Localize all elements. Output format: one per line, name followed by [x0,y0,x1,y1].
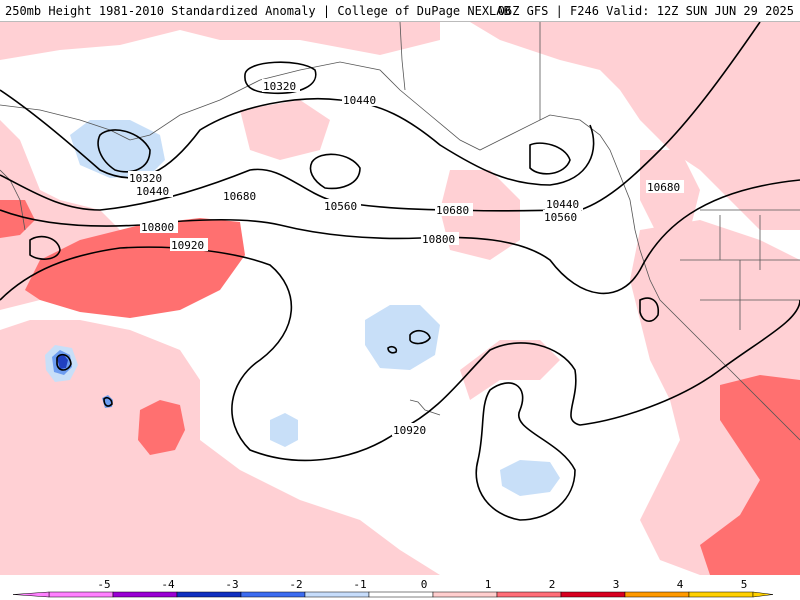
colorbar-segment [176,591,242,598]
colorbar-tick-label: 1 [485,578,492,591]
colorbar-tick-label: 0 [421,578,428,591]
contour-label-10560: 10560 [324,200,357,213]
contour-label-10920: 10920 [393,424,426,437]
contour-label-10680: 10680 [647,181,680,194]
contour-labels: 10320 10440 10320 10440 10560 10680 1080… [128,79,684,437]
colorbar-segment [560,591,626,598]
contour-label-10680: 10680 [436,204,469,217]
contour-label-10440: 10440 [343,94,376,107]
contour-label-10680: 10680 [223,190,256,203]
colorbar-segment [48,591,114,598]
colorbar-segment [688,591,754,598]
contour-label-10320: 10320 [129,172,162,185]
contour-label-10560: 10560 [544,211,577,224]
colorbar-svg: -5 -4 -3 -2 -1 0 1 2 3 4 5 [12,578,774,598]
model-run-info: 06Z GFS | F246 Valid: 12Z SUN JUN 29 202… [497,4,794,18]
positive-anomaly-light [0,22,800,575]
map-header: 250mb Height 1981-2010 Standardized Anom… [0,0,800,22]
colorbar-segment [496,591,562,598]
colorbar-tick-label: -2 [289,578,302,591]
colorbar-tick-label: 4 [677,578,684,591]
colorbar-left-arrow [12,591,50,598]
colorbar-tick-label: 2 [549,578,556,591]
map-title: 250mb Height 1981-2010 Standardized Anom… [5,4,511,18]
colorbar-tick-label: -3 [225,578,238,591]
contour-label-10800: 10800 [141,221,174,234]
colorbar-tick-label: -1 [353,578,366,591]
contour-label-10800: 10800 [422,233,455,246]
contour-label-10440: 10440 [546,198,579,211]
contour-label-10440: 10440 [136,185,169,198]
colorbar-tick-label: 5 [741,578,748,591]
colorbar-segment [304,591,370,598]
colorbar-segment [368,591,434,598]
anomaly-map: 10320 10440 10320 10440 10560 10680 1080… [0,22,800,575]
colorbar-tick-label: -4 [161,578,175,591]
colorbar-segment [240,591,306,598]
colorbar-legend: -5 -4 -3 -2 -1 0 1 2 3 4 5 [0,575,800,600]
colorbar-right-arrow [752,591,774,598]
colorbar-tick-label: -5 [97,578,110,591]
colorbar-segment [432,591,498,598]
colorbar-tick-label: 3 [613,578,620,591]
coastlines [0,22,800,441]
colorbar-segment [624,591,690,598]
contour-label-10320: 10320 [263,80,296,93]
contour-label-10920: 10920 [171,239,204,252]
colorbar-segment [112,591,178,598]
